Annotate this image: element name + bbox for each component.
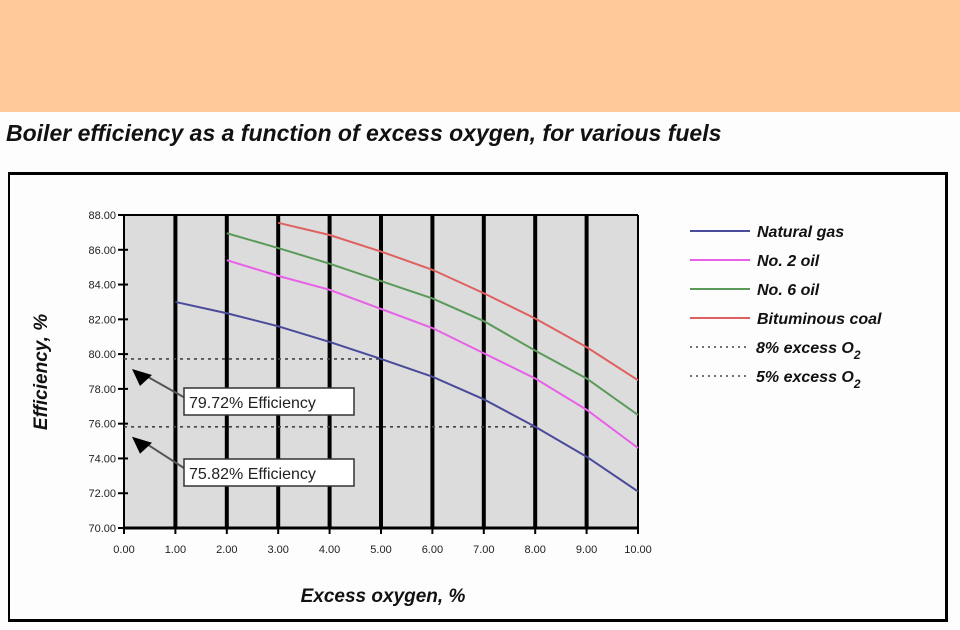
x-tick-label: 0.00: [113, 544, 134, 556]
y-tick-label: 82.00: [88, 314, 116, 326]
annotation-label: 79.72% Efficiency: [189, 395, 316, 412]
legend-label: Natural gas: [757, 224, 844, 241]
y-tick-label: 74.00: [88, 453, 116, 465]
legend-label: No. 2 oil: [757, 253, 820, 270]
series-line-natural-gas: [175, 300, 639, 493]
arrow-head-icon: [132, 368, 152, 386]
chart-frame: [8, 172, 948, 622]
annotation-label: 75.82% Efficiency: [189, 466, 316, 483]
arrow-head-icon: [132, 436, 152, 454]
x-tick-label: 2.00: [216, 544, 237, 556]
legend-label: No. 6 oil: [757, 282, 820, 299]
legend-label: Bituminous coal: [757, 311, 882, 328]
chart-title: Boiler efficiency as a function of exces…: [6, 120, 722, 146]
y-tick-label: 84.00: [88, 280, 116, 292]
y-tick-label: 72.00: [88, 488, 116, 500]
annotation-arrow-line: [147, 443, 188, 471]
y-tick-label: 88.00: [88, 210, 116, 222]
x-tick-label: 3.00: [267, 544, 288, 556]
x-tick-label: 8.00: [524, 544, 545, 556]
x-axis-label: Excess oxygen, %: [301, 586, 466, 607]
x-tick-label: 4.00: [319, 544, 340, 556]
series-line-bituminous-coal: [277, 221, 639, 382]
x-tick-label: 6.00: [422, 544, 443, 556]
x-tick-label: 9.00: [576, 544, 597, 556]
annotation-box: [183, 458, 355, 487]
series-line-no-2-oil: [226, 259, 639, 449]
y-tick-label: 76.00: [88, 419, 116, 431]
series-line-no-6-oil: [226, 232, 639, 416]
legend: Natural gas No. 2 oil No. 6 oil Bituminous …: [690, 224, 882, 391]
y-tick-label: 80.00: [88, 349, 116, 361]
annotation-arrow-line: [147, 376, 188, 400]
y-tick-label: 78.00: [88, 384, 116, 396]
x-tick-label: 7.00: [473, 544, 494, 556]
y-axis-label: Efficiency, %: [31, 314, 52, 430]
header-banner: [0, 0, 960, 112]
y-tick-label: 86.00: [88, 245, 116, 257]
legend-label: 8% excess O2: [756, 340, 861, 362]
x-tick-label: 1.00: [165, 544, 186, 556]
x-tick-label: 5.00: [370, 544, 391, 556]
annotation-box: [183, 387, 355, 416]
legend-label: 5% excess O2: [756, 369, 861, 391]
x-tick-label: 10.00: [624, 544, 652, 556]
y-tick-label: 70.00: [88, 523, 116, 535]
